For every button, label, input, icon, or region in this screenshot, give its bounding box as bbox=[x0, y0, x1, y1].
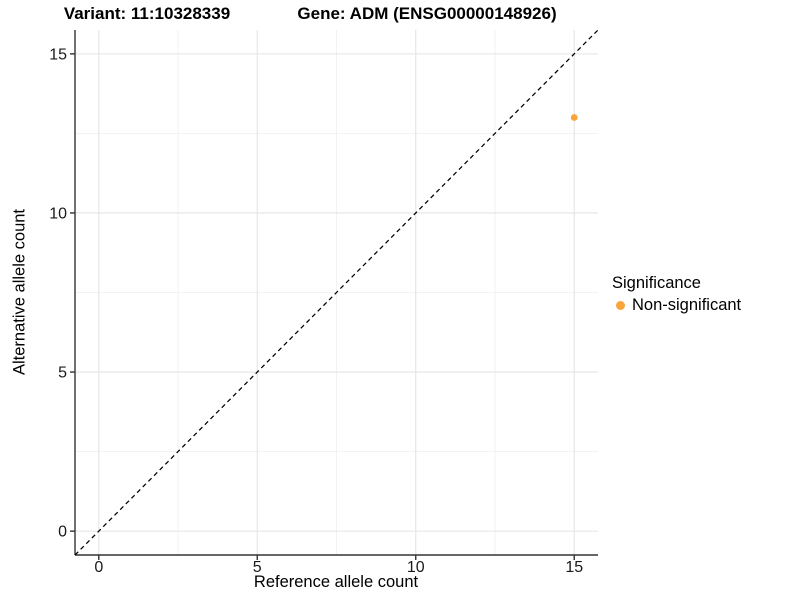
y-tick-label: 10 bbox=[49, 205, 67, 222]
x-tick-label: 15 bbox=[565, 559, 583, 576]
legend: Significance Non-significant bbox=[612, 274, 741, 315]
x-tick-label: 5 bbox=[253, 559, 262, 576]
identity-reference-line bbox=[74, 29, 599, 556]
plot-title-gene: Gene: ADM (ENSG00000148926) bbox=[297, 4, 557, 23]
legend-point-icon bbox=[616, 301, 625, 310]
y-axis-title: Alternative allele count bbox=[10, 208, 29, 376]
legend-title: Significance bbox=[612, 274, 701, 292]
x-tick-label: 0 bbox=[94, 559, 103, 576]
x-tick-label: 10 bbox=[407, 559, 425, 576]
y-tick-label: 0 bbox=[58, 524, 67, 541]
legend-item-non-significant: Non-significant bbox=[612, 296, 741, 315]
legend-item-label: Non-significant bbox=[632, 296, 742, 314]
y-tick-label: 5 bbox=[58, 365, 67, 382]
x-axis-title: Reference allele count bbox=[253, 573, 419, 591]
plot-title-variant: Variant: 11:10328339 bbox=[63, 4, 231, 23]
data-point bbox=[570, 114, 578, 121]
y-tick-label: 15 bbox=[49, 46, 67, 63]
